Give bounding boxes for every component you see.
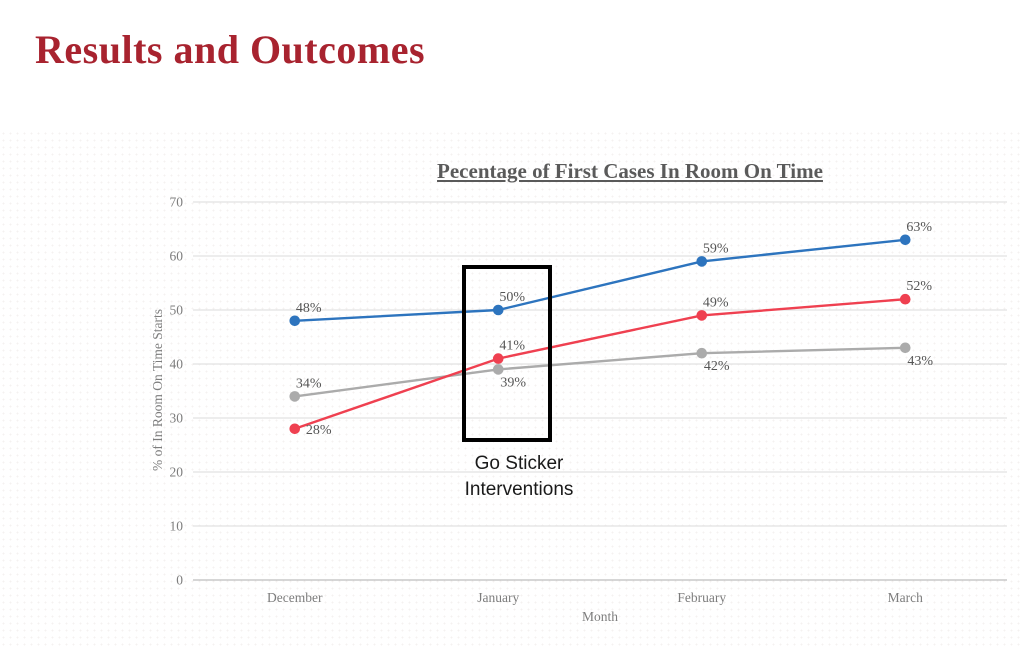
data-label: 43% xyxy=(907,354,933,369)
x-tick-label: January xyxy=(477,590,519,605)
annotation-line1: Go Sticker xyxy=(474,453,564,474)
gray-series-line xyxy=(294,346,906,398)
data-label: 63% xyxy=(906,220,932,235)
data-label: 50% xyxy=(499,290,525,305)
slide-title: Results and Outcomes xyxy=(35,27,426,72)
x-axis-label: Month xyxy=(581,609,618,624)
data-label: 42% xyxy=(704,359,730,374)
blue-series-line xyxy=(294,238,906,322)
red-series-point xyxy=(492,353,504,364)
annotation-box xyxy=(462,265,552,442)
blue-series-point xyxy=(289,315,301,327)
data-label: 41% xyxy=(499,339,525,354)
y-tick-label: 10 xyxy=(170,519,184,534)
chart-area xyxy=(0,130,1024,650)
y-tick-label: 20 xyxy=(170,465,184,480)
data-label: 49% xyxy=(703,295,729,310)
data-label: 59% xyxy=(703,241,729,256)
y-tick-label: 30 xyxy=(170,411,184,426)
red-series-line xyxy=(294,298,906,430)
data-label: 48% xyxy=(296,301,322,316)
annotation-label: Go Sticker Interventions xyxy=(419,451,619,503)
red-series-point xyxy=(289,423,301,435)
x-tick-label: February xyxy=(677,590,726,605)
red-series-point xyxy=(899,293,911,305)
blue-series-point xyxy=(492,304,504,316)
x-tick-label: December xyxy=(267,590,323,605)
red-series-point xyxy=(696,310,708,321)
data-label: 28% xyxy=(306,423,332,438)
data-label: 39% xyxy=(500,375,526,390)
y-tick-label: 0 xyxy=(176,573,183,588)
gray-series-point xyxy=(492,364,504,375)
gray-series-point xyxy=(899,342,911,354)
blue-series-point xyxy=(899,234,911,246)
gray-series-point xyxy=(696,347,708,359)
chart-title: Pecentage of First Cases In Room On Time xyxy=(437,159,823,183)
x-tick-label: March xyxy=(888,590,923,605)
y-tick-label: 60 xyxy=(170,249,184,264)
data-label: 34% xyxy=(296,376,322,391)
y-tick-label: 40 xyxy=(170,357,184,372)
annotation-line2: Interventions xyxy=(464,479,574,500)
blue-series-point xyxy=(696,256,708,267)
gray-series-point xyxy=(289,391,301,402)
y-tick-label: 50 xyxy=(170,303,184,318)
y-tick-label: 70 xyxy=(170,195,184,210)
y-axis-label: % of In Room On Time Starts xyxy=(150,309,165,472)
data-label: 52% xyxy=(906,279,932,294)
